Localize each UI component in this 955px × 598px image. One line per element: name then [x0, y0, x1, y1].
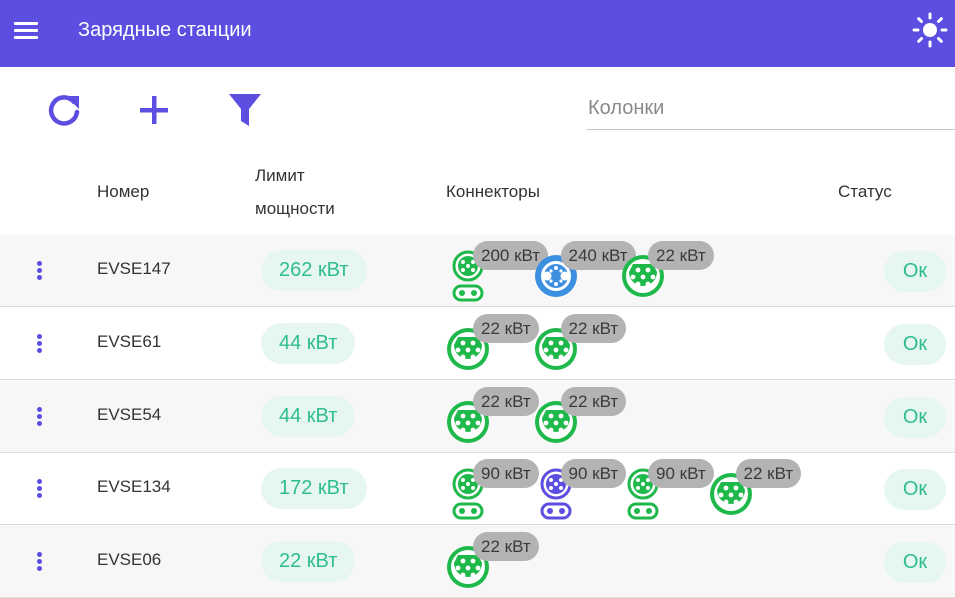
- column-header-power-limit-line2[interactable]: мощности: [255, 199, 335, 218]
- station-number: EVSE06: [97, 550, 162, 569]
- columns-search: [587, 88, 955, 130]
- status-badge: Ок: [884, 397, 946, 438]
- connector[interactable]: 200 кВт: [445, 235, 549, 307]
- power-limit-chip: 262 кВт: [261, 250, 367, 291]
- refresh-icon: [48, 95, 80, 126]
- connector-power-badge: 90 кВт: [473, 459, 539, 488]
- connector[interactable]: 240 кВт: [533, 235, 636, 307]
- filter-icon: [229, 94, 261, 126]
- table-row[interactable]: EVSE61 44 кВт Ок 22 кВт 22 кВт: [0, 308, 955, 380]
- column-header-number[interactable]: Номер: [97, 182, 150, 201]
- connector-power-badge: 22 кВт: [560, 387, 627, 416]
- connector[interactable]: 90 кВт: [445, 453, 539, 525]
- more-vertical-icon[interactable]: [30, 548, 50, 576]
- refresh-button[interactable]: [42, 88, 86, 132]
- connector-power-badge: 22 кВт: [648, 241, 714, 270]
- connector-power-badge: 22 кВт: [735, 459, 802, 488]
- connector[interactable]: 22 кВт: [533, 381, 627, 453]
- more-vertical-icon[interactable]: [30, 257, 50, 285]
- power-limit-chip: 44 кВт: [261, 323, 356, 364]
- plus-icon: [140, 96, 168, 124]
- connector[interactable]: 22 кВт: [620, 235, 714, 307]
- station-number: EVSE61: [97, 332, 162, 351]
- connector-power-badge: 22 кВт: [473, 387, 539, 416]
- connector[interactable]: 90 кВт: [533, 453, 627, 525]
- connector-power-badge: 22 кВт: [473, 314, 539, 343]
- table-row[interactable]: EVSE134 172 кВт Ок 90 кВт 90 кВт: [0, 453, 955, 525]
- connector[interactable]: 22 кВт: [445, 526, 539, 598]
- filter-button[interactable]: [223, 88, 267, 132]
- connector[interactable]: 22 кВт: [708, 453, 802, 525]
- status-badge: Ок: [884, 251, 946, 292]
- column-header-connectors[interactable]: Коннекторы: [446, 182, 540, 201]
- status-badge: Ок: [884, 542, 946, 583]
- column-header-power-limit-line1[interactable]: Лимит: [255, 166, 305, 185]
- page-title: Зарядные станции: [78, 19, 252, 41]
- table-row[interactable]: EVSE54 44 кВт Ок 22 кВт 22 кВт: [0, 381, 955, 453]
- connector-power-badge: 22 кВт: [473, 532, 539, 561]
- menu-icon[interactable]: [12, 18, 40, 46]
- status-badge: Ок: [884, 469, 946, 510]
- station-number: EVSE134: [97, 477, 171, 496]
- table-row[interactable]: EVSE147 262 кВт Ок 200 кВт 240 кВт: [0, 235, 955, 307]
- power-limit-chip: 172 кВт: [261, 468, 367, 509]
- power-limit-chip: 22 кВт: [261, 541, 356, 582]
- connector-power-badge: 90 кВт: [648, 459, 714, 488]
- more-vertical-icon[interactable]: [30, 330, 50, 358]
- power-limit-chip: 44 кВт: [261, 396, 356, 437]
- sun-icon[interactable]: [912, 12, 948, 48]
- connector-power-badge: 240 кВт: [560, 241, 636, 270]
- connector[interactable]: 22 кВт: [445, 308, 539, 380]
- table-row[interactable]: EVSE06 22 кВт Ок 22 кВт: [0, 526, 955, 598]
- column-header-status[interactable]: Статус: [838, 182, 892, 201]
- station-number: EVSE147: [97, 259, 171, 278]
- connector-power-badge: 22 кВт: [560, 314, 627, 343]
- connector-power-badge: 200 кВт: [473, 241, 549, 270]
- columns-input[interactable]: [588, 94, 948, 122]
- more-vertical-icon[interactable]: [30, 475, 50, 503]
- station-number: EVSE54: [97, 405, 162, 424]
- connector[interactable]: 22 кВт: [533, 308, 627, 380]
- add-button[interactable]: [132, 88, 176, 132]
- status-badge: Ок: [884, 324, 946, 365]
- more-vertical-icon[interactable]: [30, 403, 50, 431]
- connector-power-badge: 90 кВт: [560, 459, 627, 488]
- connector[interactable]: 22 кВт: [445, 381, 539, 453]
- connector[interactable]: 90 кВт: [620, 453, 714, 525]
- app-bar: Зарядные станции: [0, 0, 955, 67]
